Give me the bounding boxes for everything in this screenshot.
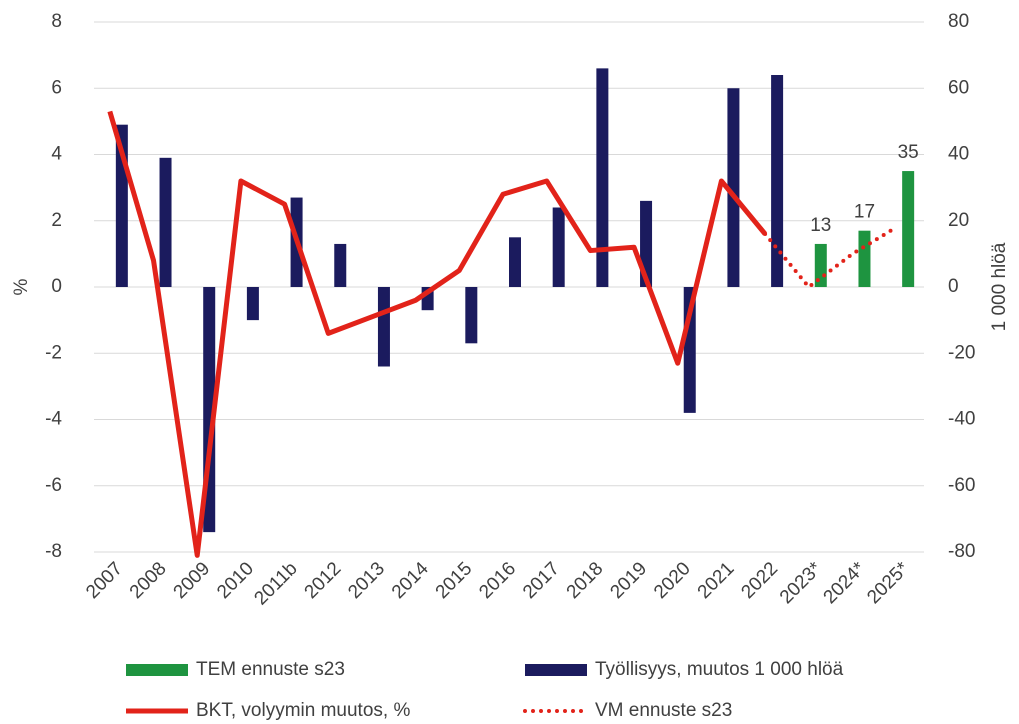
legend-label: BKT, volyymin muutos, % xyxy=(196,700,410,721)
bar xyxy=(771,75,784,287)
y-tick-label: 0 xyxy=(51,276,62,297)
legend-label: TEM ennuste s23 xyxy=(196,659,345,680)
bar xyxy=(246,287,259,321)
x-tick-label: 2018 xyxy=(563,558,608,603)
line xyxy=(763,225,899,289)
y-tick-label: 2 xyxy=(51,210,62,231)
x-tick-label: 2007 xyxy=(82,558,127,603)
x-tick-label: 2015 xyxy=(432,558,477,603)
x-tick-label: 2023* xyxy=(776,558,826,608)
legend-label: Työllisyys, muutos 1 000 hlöä xyxy=(595,659,844,680)
bar xyxy=(159,157,172,287)
y-tick-label: 4 xyxy=(51,144,62,165)
y-tick-label: -4 xyxy=(45,409,62,430)
x-tick-label: 2009 xyxy=(170,558,215,603)
y2-tick-label: -40 xyxy=(948,409,975,430)
bar xyxy=(596,68,609,287)
x-tick-label: 2013 xyxy=(344,558,389,603)
y2-tick-label: 20 xyxy=(948,210,969,231)
x-tick-label: 2008 xyxy=(126,558,171,603)
bar xyxy=(465,287,478,344)
y2-tick-label: -60 xyxy=(948,475,975,496)
bar xyxy=(902,171,915,287)
x-tick-label: 2011b xyxy=(250,558,301,609)
data-label: 35 xyxy=(898,142,919,163)
y-tick-label: -6 xyxy=(45,475,62,496)
y-tick-label: 6 xyxy=(51,77,62,98)
y-tick-label: 8 xyxy=(51,11,62,32)
x-tick-label: 2021 xyxy=(694,558,739,603)
x-tick-label: 2014 xyxy=(388,558,433,603)
y-tick-label: -2 xyxy=(45,342,62,363)
bar xyxy=(509,237,521,287)
x-tick-label: 2024* xyxy=(820,558,870,608)
legend-swatch xyxy=(525,664,587,676)
x-tick-label: 2012 xyxy=(301,558,346,603)
y2-tick-label: -80 xyxy=(948,541,975,562)
y2-tick-label: 0 xyxy=(948,276,959,297)
y2-tick-label: 40 xyxy=(948,144,969,165)
y-axis-label: % xyxy=(11,278,32,295)
bar xyxy=(334,243,347,287)
bar xyxy=(377,287,390,367)
y-tick-label: -8 xyxy=(45,541,62,562)
legend-swatch xyxy=(126,664,188,676)
y2-axis-label: 1 000 hlöä xyxy=(989,242,1010,331)
data-label: 17 xyxy=(854,202,875,223)
legend-label: VM ennuste s23 xyxy=(595,700,732,721)
bar xyxy=(858,230,871,287)
x-tick-label: 2025* xyxy=(863,558,913,608)
y2-tick-label: 80 xyxy=(948,11,969,32)
y2-tick-label: -20 xyxy=(948,342,975,363)
bar xyxy=(727,88,740,287)
x-tick-label: 2019 xyxy=(606,558,651,603)
x-tick-label: 2016 xyxy=(475,558,520,603)
x-tick-label: 2020 xyxy=(650,558,695,603)
y2-tick-label: 60 xyxy=(948,77,969,98)
bar xyxy=(552,207,565,287)
line xyxy=(107,110,768,558)
x-tick-label: 2017 xyxy=(519,558,564,603)
data-label: 13 xyxy=(810,215,831,236)
x-tick-label: 2022 xyxy=(737,558,782,603)
